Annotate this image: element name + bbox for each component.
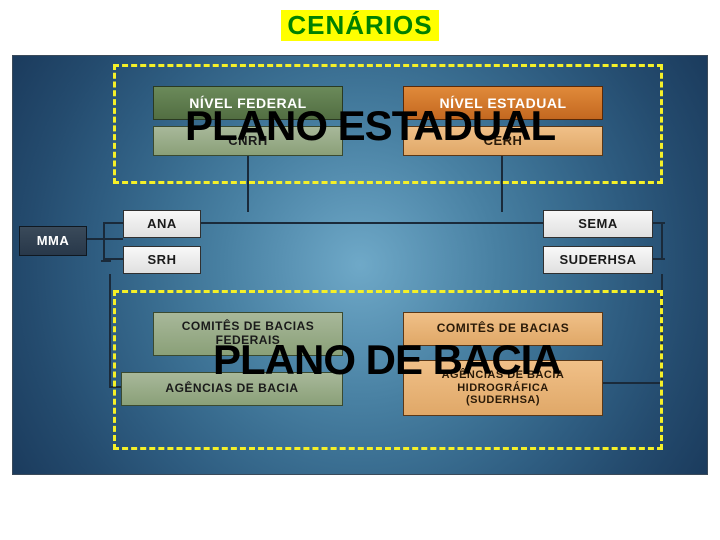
node-mma: MMA [19, 226, 87, 256]
connector [201, 222, 545, 224]
page-title: CENÁRIOS [0, 0, 720, 41]
connector [501, 156, 503, 212]
connector [101, 260, 111, 262]
connector [653, 258, 665, 260]
node-comites_fed: COMITÊS DE BACIAS FEDERAIS [153, 312, 343, 356]
node-cnrh: CNRH [153, 126, 343, 156]
node-ana: ANA [123, 210, 201, 238]
node-srh: SRH [123, 246, 201, 274]
node-suderhsa: SUDERHSA [543, 246, 653, 274]
connector [103, 222, 123, 224]
node-cerh: CERH [403, 126, 603, 156]
node-comites_bac: COMITÊS DE BACIAS [403, 312, 603, 346]
title-text: CENÁRIOS [281, 10, 438, 41]
connector [109, 274, 111, 388]
connector [661, 274, 663, 384]
node-agencias: AGÊNCIAS DE BACIA [121, 372, 343, 406]
node-nivel_federal: NÍVEL FEDERAL [153, 86, 343, 120]
box_estadual [113, 64, 663, 184]
connector [87, 238, 123, 240]
connector [661, 222, 663, 260]
node-nivel_estadual: NÍVEL ESTADUAL [403, 86, 603, 120]
connector [109, 386, 121, 388]
connector [247, 156, 249, 212]
node-ag_bacia_hidro: AGÊNCIAS DE BACIA HIDROGRÁFICA (SUDERHSA… [403, 360, 603, 416]
connector [653, 222, 665, 224]
org-diagram: NÍVEL FEDERAL CNRH NÍVEL ESTADUAL CERH MMA AN… [12, 55, 708, 475]
connector [103, 222, 105, 260]
node-sema: SEMA [543, 210, 653, 238]
connector [603, 382, 661, 384]
